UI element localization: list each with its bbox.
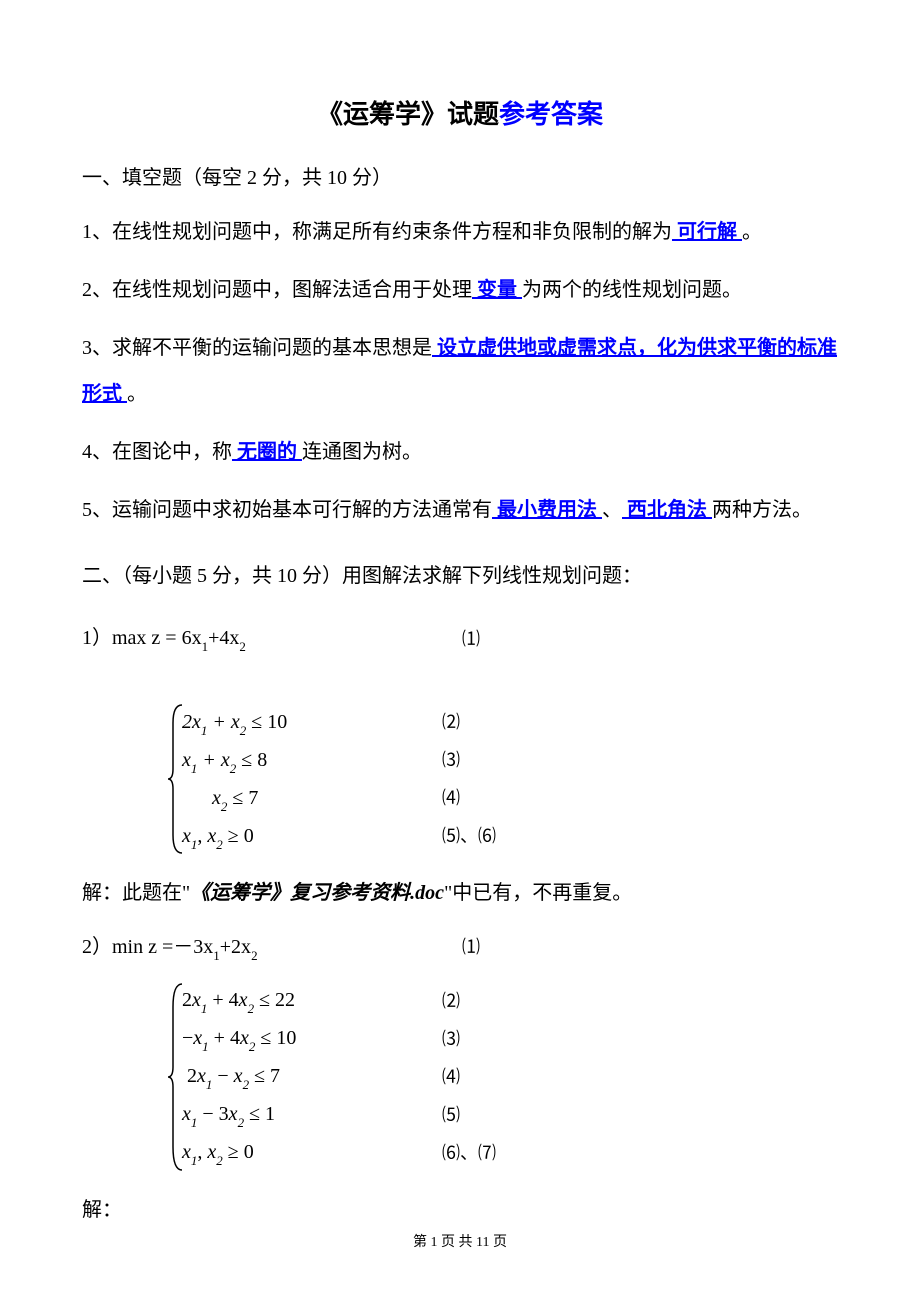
p2-c5: x1, x2 ≥ 0 ⑹、⑺ [182,1134,838,1172]
q2-pre: 2、在线性规划问题中，图解法适合用于处理 [82,279,472,301]
q3-post: 。 [127,383,147,405]
brace-icon [167,982,187,1172]
p1-obj: max z = 6x [112,627,202,649]
p1-sol-pre: 解：此题在" [82,882,190,904]
p2-sub1: 1 [213,948,220,963]
problem2-objective: 2）min z =－3x1+2x2 ⑴ [82,928,838,967]
page-title: 《运筹学》试题参考答案 [82,90,838,139]
brace-icon [167,703,187,855]
title-blue: 参考答案 [499,100,603,129]
q1-pre: 1、在线性规划问题中，称满足所有约束条件方程和非负限制的解为 [82,221,672,243]
problem1-objective: 1）max z = 6x1+4x2 ⑴ [82,619,838,658]
question-1: 1、在线性规划问题中，称满足所有约束条件方程和非负限制的解为 可行解 。 [82,209,838,255]
p1-prefix: 1） [82,627,112,649]
p1-constraints: 2x1 + x2 ≤ 10 ⑵ x1 + x2 ≤ 8 ⑶ x2 ≤ 7 ⑷ x… [182,703,838,855]
p1-c1: 2x1 + x2 ≤ 10 ⑵ [182,703,838,741]
p1-sol-post: "中已有，不再重复。 [444,882,632,904]
section1-heading: 一、填空题（每空 2 分，共 10 分） [82,159,838,197]
p1-sub2: 2 [239,639,246,654]
q2-post: 为两个的线性规划问题。 [522,279,742,301]
q4-blank: 无圈的 [232,441,302,463]
p2-obj-text: 2）min z =－3x1+2x2 [82,928,462,967]
page-footer: 第 1 页 共 11 页 [0,1230,920,1257]
p2-plus: +2x [220,936,251,958]
q3-pre: 3、求解不平衡的运输问题的基本思想是 [82,337,432,359]
q5-post: 两种方法。 [712,499,812,521]
q1-blank: 可行解 [672,221,742,243]
p2-c4: x1 − 3x2 ≤ 1 ⑸ [182,1096,838,1134]
p2-obj-label: ⑴ [462,930,480,964]
question-3: 3、求解不平衡的运输问题的基本思想是 设立虚供地或虚需求点，化为供求平衡的标准形… [82,325,838,417]
q1-post: 。 [742,221,762,243]
p2-sub2: 2 [251,948,258,963]
question-5: 5、运输问题中求初始基本可行解的方法通常有 最小费用法 、 西北角法 两种方法。 [82,487,838,533]
p1-sol-italic: 《运筹学》复习参考资料.doc [190,882,444,904]
p2-c1: 2x1 + 4x2 ≤ 22 ⑵ [182,982,838,1020]
p1-sub1: 1 [202,639,209,654]
title-black: 《运筹学》试题 [317,100,499,129]
p2-solution: 解： [82,1187,838,1233]
q2-blank: 变量 [472,279,522,301]
question-4: 4、在图论中，称 无圈的 连通图为树。 [82,429,838,475]
p1-c4: x1, x2 ≥ 0 ⑸、⑹ [182,817,838,855]
q5-pre: 5、运输问题中求初始基本可行解的方法通常有 [82,499,492,521]
p1-plus: +4x [208,627,239,649]
p2-prefix: 2） [82,936,112,958]
q5-blank2: 西北角法 [622,499,712,521]
q5-mid: 、 [602,499,622,521]
p1-obj-label: ⑴ [462,622,480,656]
p2-c3: 2x1 − x2 ≤ 7 ⑷ [182,1058,838,1096]
section2-heading: 二、（每小题 5 分，共 10 分）用图解法求解下列线性规划问题： [82,557,838,595]
p1-solution: 解：此题在"《运筹学》复习参考资料.doc"中已有，不再重复。 [82,870,838,916]
q5-blank1: 最小费用法 [492,499,602,521]
p1-c2: x1 + x2 ≤ 8 ⑶ [182,741,838,779]
question-2: 2、在线性规划问题中，图解法适合用于处理 变量 为两个的线性规划问题。 [82,267,838,313]
p2-constraints: 2x1 + 4x2 ≤ 22 ⑵ −x1 + 4x2 ≤ 10 ⑶ 2x1 − … [182,982,838,1172]
p1-obj-text: 1）max z = 6x1+4x2 [82,619,462,658]
q4-pre: 4、在图论中，称 [82,441,232,463]
p1-c3: x2 ≤ 7 ⑷ [182,779,838,817]
p2-obj: min z =－3x [112,936,213,958]
p2-c2: −x1 + 4x2 ≤ 10 ⑶ [182,1020,838,1058]
q4-post: 连通图为树。 [302,441,422,463]
